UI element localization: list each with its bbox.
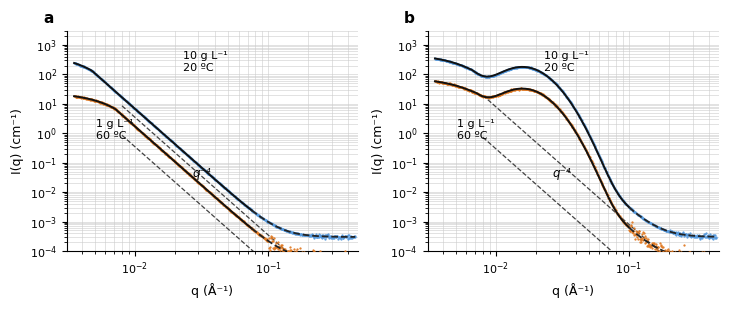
- Text: 10 g L⁻¹
20 ºC: 10 g L⁻¹ 20 ºC: [544, 51, 589, 73]
- Text: b: b: [404, 11, 415, 27]
- Text: 10 g L⁻¹
20 ºC: 10 g L⁻¹ 20 ºC: [183, 51, 228, 73]
- Y-axis label: I(q) (cm⁻¹): I(q) (cm⁻¹): [372, 108, 385, 174]
- Text: a: a: [43, 11, 54, 27]
- Text: q⁻⁴: q⁻⁴: [192, 167, 210, 180]
- X-axis label: q (Å⁻¹): q (Å⁻¹): [552, 283, 594, 298]
- X-axis label: q (Å⁻¹): q (Å⁻¹): [191, 283, 234, 298]
- Text: 1 g L⁻¹
60 ºC: 1 g L⁻¹ 60 ºC: [96, 119, 134, 141]
- Text: 1 g L⁻¹
60 ºC: 1 g L⁻¹ 60 ºC: [457, 119, 494, 141]
- Text: q⁻⁴: q⁻⁴: [553, 167, 572, 180]
- Y-axis label: I(q) (cm⁻¹): I(q) (cm⁻¹): [11, 108, 24, 174]
